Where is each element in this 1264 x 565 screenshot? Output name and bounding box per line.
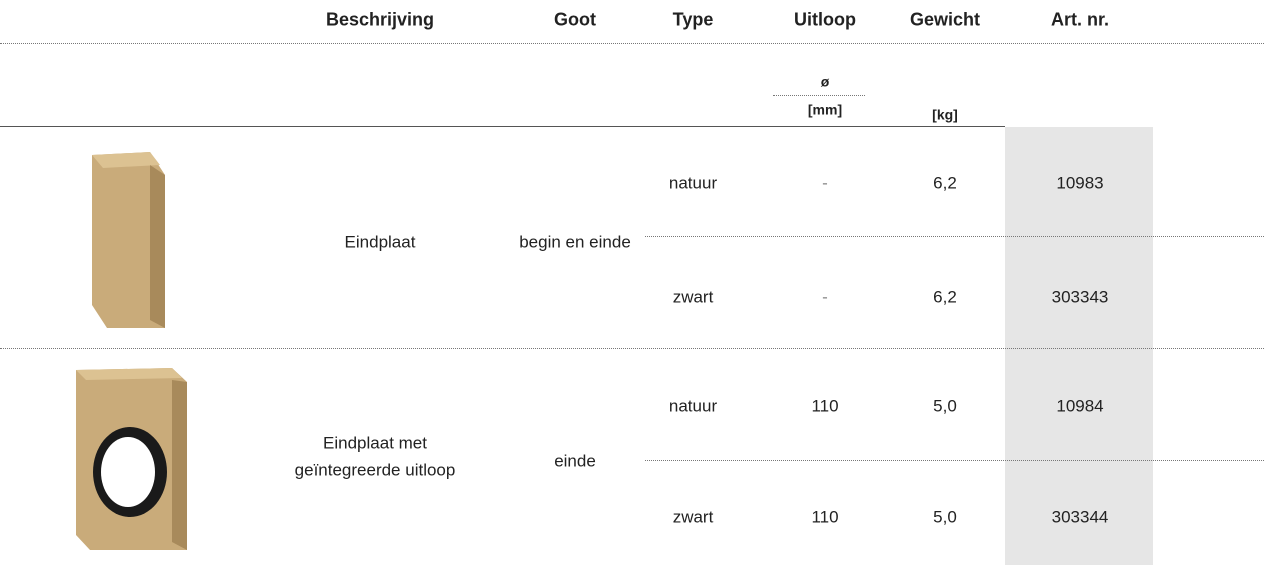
description: geïntegreerde uitloop [294,460,456,480]
goot: begin en einde [519,232,631,252]
type: natuur [668,396,718,416]
column-header: Uitloop [794,9,856,30]
gewicht: 5,0 [933,396,957,416]
column-header: Gewicht [909,9,981,30]
type: zwart [672,507,714,527]
uitloop: 110 [811,396,839,416]
uitloop: - [822,287,828,307]
variant-rule [645,236,1264,237]
variant-rule [645,460,1264,461]
gewicht: 6,2 [933,287,957,307]
column-header: Goot [554,9,596,30]
goot: einde [554,451,596,471]
gewicht: 6,2 [933,173,957,193]
description: Eindplaat met [323,433,427,453]
uitloop: - [822,173,828,193]
art-nr: 303343 [1051,287,1109,307]
gewicht: 5,0 [933,507,957,527]
type: natuur [668,173,718,193]
product-image [92,152,165,328]
product-image [76,368,187,550]
column-header: Type [672,9,714,30]
uitloop: 110 [811,507,839,527]
description: Eindplaat [344,232,416,252]
art-nr: 10984 [1056,396,1104,416]
column-header: Art. nr. [1050,9,1110,30]
product-rule [0,348,1264,349]
unit: ø [820,73,830,90]
header-bottom-rule [0,126,1005,127]
unit: [kg] [932,106,958,123]
header-rule [0,43,1264,44]
art-nr-column-bg [1005,127,1153,565]
art-nr: 10983 [1056,173,1104,193]
column-header: Beschrijving [325,9,435,30]
unit-rule [773,95,865,96]
art-nr: 303344 [1051,507,1109,527]
unit: [mm] [807,101,843,118]
type: zwart [672,287,714,307]
